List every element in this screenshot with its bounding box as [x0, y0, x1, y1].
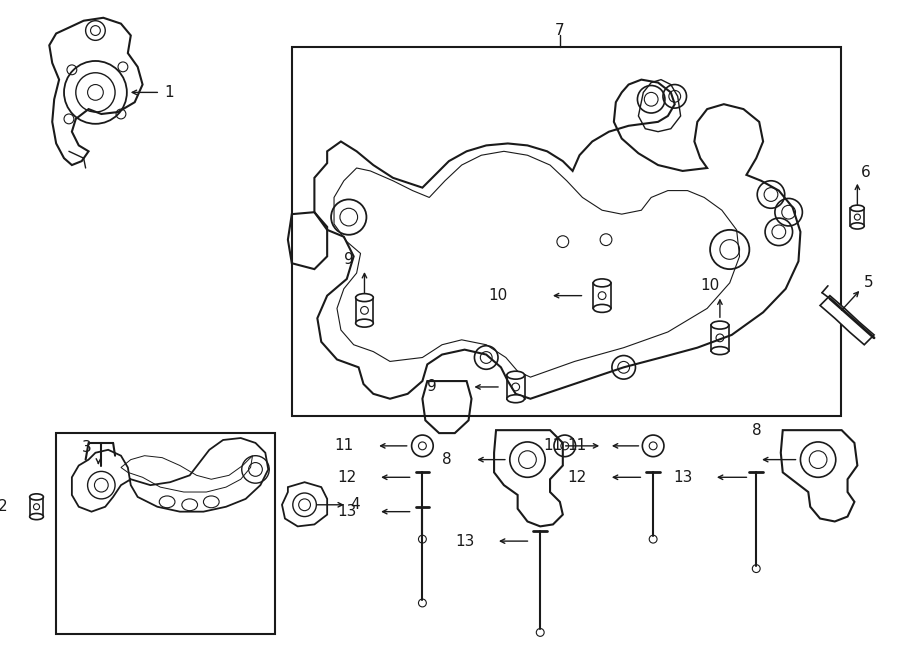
- Polygon shape: [820, 295, 874, 345]
- Text: 3: 3: [82, 440, 92, 455]
- Text: 12: 12: [567, 470, 587, 485]
- Bar: [292, 47, 841, 416]
- Bar: [593, 283, 611, 309]
- Bar: [356, 297, 373, 323]
- Text: 13: 13: [338, 504, 356, 519]
- Ellipse shape: [711, 346, 729, 354]
- Text: 9: 9: [428, 379, 437, 395]
- Ellipse shape: [30, 514, 43, 520]
- Text: 1: 1: [164, 85, 174, 100]
- Text: 12: 12: [338, 470, 356, 485]
- Text: 2: 2: [0, 499, 7, 514]
- Ellipse shape: [507, 395, 525, 403]
- Ellipse shape: [356, 293, 373, 301]
- Ellipse shape: [356, 319, 373, 327]
- Text: 10: 10: [489, 288, 508, 303]
- Text: 11: 11: [544, 438, 562, 453]
- Text: 11: 11: [567, 438, 587, 453]
- Bar: [507, 375, 525, 399]
- Text: 9: 9: [344, 252, 354, 267]
- Ellipse shape: [850, 223, 864, 229]
- Ellipse shape: [593, 305, 611, 313]
- Ellipse shape: [593, 279, 611, 287]
- Text: 10: 10: [700, 278, 720, 293]
- Ellipse shape: [30, 494, 43, 500]
- Bar: [56, 433, 275, 635]
- Text: 4: 4: [351, 497, 360, 512]
- Bar: [850, 208, 864, 226]
- Bar: [30, 497, 43, 516]
- Text: 13: 13: [455, 533, 474, 549]
- Text: 13: 13: [673, 470, 692, 485]
- Text: 6: 6: [861, 165, 871, 180]
- Ellipse shape: [711, 321, 729, 329]
- Text: 11: 11: [335, 438, 354, 453]
- Text: 8: 8: [442, 452, 452, 467]
- Bar: [711, 325, 729, 350]
- Text: 5: 5: [864, 276, 874, 290]
- Ellipse shape: [507, 371, 525, 379]
- Text: 7: 7: [555, 23, 564, 38]
- Text: 8: 8: [752, 422, 761, 438]
- Ellipse shape: [850, 205, 864, 212]
